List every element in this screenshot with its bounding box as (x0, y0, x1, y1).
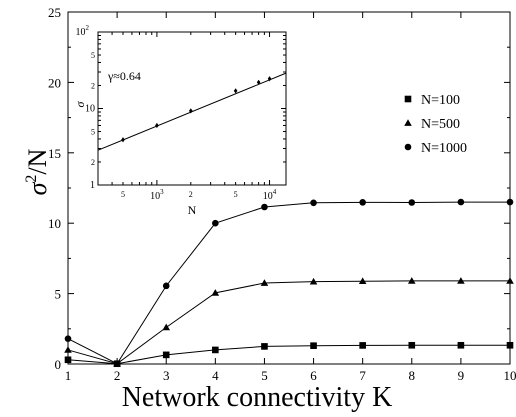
x-tick-label: 10 (504, 368, 516, 383)
inset-x-minor-label: 5 (121, 190, 125, 199)
y-tick-label: 0 (55, 357, 62, 372)
data-point-circle (162, 282, 170, 290)
data-point-triangle (457, 277, 465, 284)
data-point-circle (64, 335, 72, 342)
inset-y-minor-label: 2 (91, 81, 95, 90)
x-tick-label: 8 (409, 368, 416, 383)
data-point-triangle (211, 289, 220, 296)
x-tick-label: 7 (359, 368, 366, 383)
y-tick-label: 20 (48, 75, 61, 90)
data-point-square (310, 342, 317, 349)
y-tick-label: 10 (48, 216, 61, 231)
data-point-triangle (309, 277, 318, 285)
series-line-1 (67, 280, 510, 365)
inset-data-point (188, 108, 193, 114)
legend-marker-triangle (404, 119, 412, 126)
data-point-triangle (407, 277, 416, 284)
legend-marker-circle (404, 143, 412, 151)
data-point-triangle (260, 279, 269, 286)
data-point-circle (359, 199, 366, 206)
legend-label: N=1000 (421, 141, 467, 156)
data-point-circle (310, 199, 317, 207)
inset-data-point (267, 76, 272, 82)
data-point-triangle (162, 323, 171, 331)
inset-y-tick-label: 102 (76, 24, 90, 38)
inset-y-tick-label: 1 (90, 180, 95, 191)
series-line-2 (67, 201, 510, 365)
series-line-0 (67, 344, 510, 365)
inset-y-tick-label: 10 (85, 104, 95, 115)
data-point-triangle (506, 277, 514, 284)
inset-data-point (121, 137, 125, 143)
x-tick-label: 1 (65, 368, 72, 383)
y-axis-label: σ2/N (23, 148, 52, 195)
x-tick-label: 3 (163, 368, 170, 383)
inset-data-point (233, 88, 238, 94)
x-tick-label: 9 (458, 368, 465, 383)
inset-annotation: γ≈0.64 (107, 69, 141, 83)
inset-x-minor-label: 5 (234, 190, 238, 199)
data-point-circle (506, 198, 514, 206)
x-tick-label: 2 (114, 368, 121, 383)
x-tick-label: 4 (212, 368, 219, 383)
data-point-square (212, 346, 219, 354)
inset-y-minor-label: 2 (91, 158, 95, 167)
inset-frame (97, 31, 287, 186)
inset-plot: 103 104 5 2 5 1 10 102 2 5 2 5 Nσ γ≈0.64 (73, 24, 287, 217)
legend-label: N=100 (421, 93, 460, 108)
data-point-square (457, 341, 465, 349)
data-point-triangle (64, 346, 72, 353)
legend-label: N=500 (421, 117, 460, 132)
inset-y-minor-label: 5 (91, 51, 95, 60)
inset-data-point (155, 122, 159, 129)
inset-x-minor-label: 2 (189, 190, 193, 199)
inset-y-axis-label: σ (73, 100, 87, 107)
inset-x-tick-label: 103 (150, 188, 164, 202)
data-point-square (506, 341, 514, 349)
y-tick-label: 5 (55, 287, 62, 302)
inset-x-axis-label: N (188, 203, 197, 217)
data-point-square (408, 341, 416, 349)
data-point-circle (212, 219, 219, 227)
x-tick-label: 6 (310, 368, 317, 383)
y-tick-label: 15 (48, 146, 61, 161)
data-point-circle (457, 198, 465, 206)
data-point-square (162, 351, 170, 359)
data-point-circle (408, 199, 416, 206)
data-point-circle (261, 203, 268, 211)
legend-marker-square (404, 95, 412, 103)
x-axis-label: Network connectivity K (122, 382, 393, 413)
data-point-square (64, 356, 72, 364)
inset-y-minor-label: 5 (91, 128, 95, 137)
inset-x-tick-label: 104 (263, 188, 277, 202)
data-point-triangle (358, 277, 367, 285)
y-tick-label: 25 (48, 5, 61, 20)
data-point-square (359, 342, 366, 349)
data-point-square (261, 343, 268, 350)
data-point-circle (113, 360, 121, 368)
x-tick-label: 5 (261, 368, 268, 383)
inset-data-point (256, 79, 261, 85)
